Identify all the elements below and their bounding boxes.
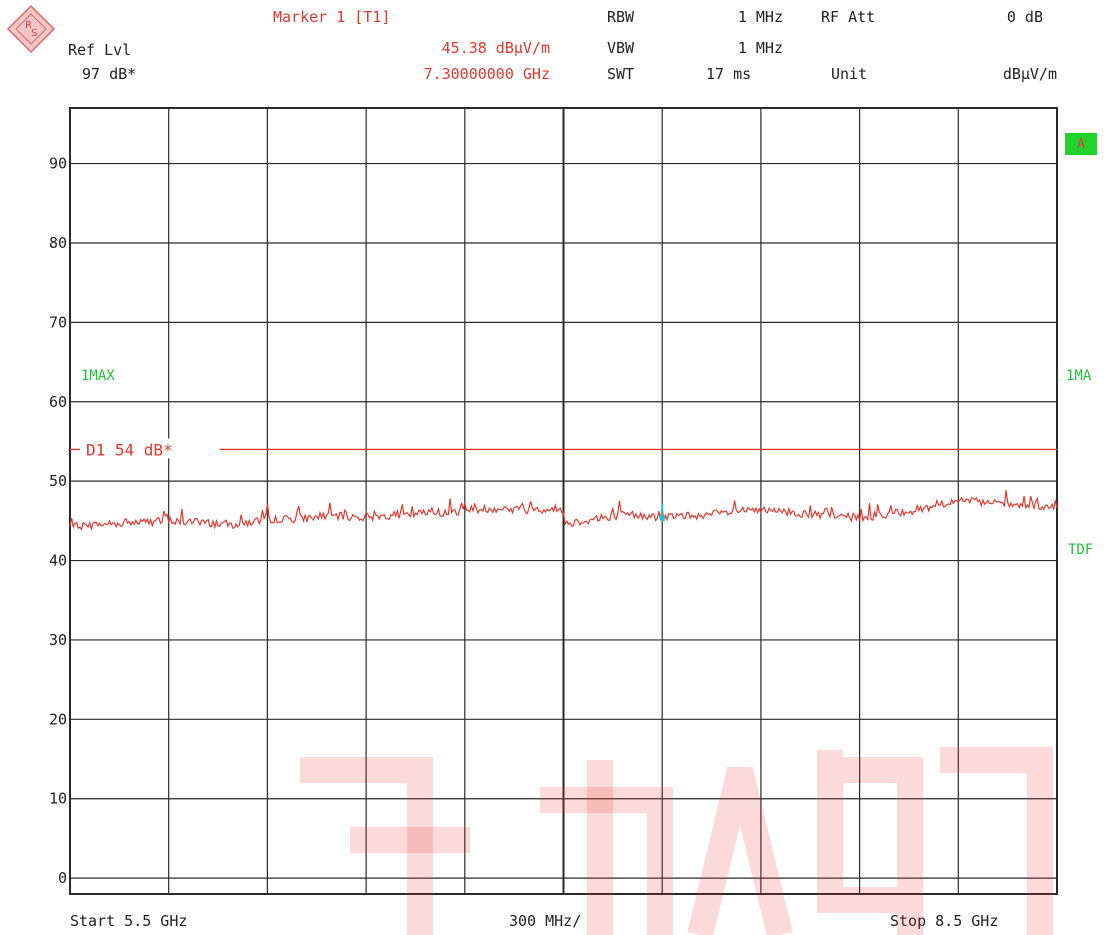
y-tick-label: 0 (58, 869, 67, 887)
y-tick-label: 80 (49, 234, 67, 252)
y-tick-label: 30 (49, 631, 67, 649)
span-per-division: 300 MHz/ (509, 912, 582, 930)
limit-line-group: D1 54 dB* (70, 438, 1057, 459)
y-tick-label: 50 (49, 472, 67, 490)
y-tick-label: 90 (49, 155, 67, 173)
svg-text:R: R (25, 20, 32, 31)
y-tick-labels: 0 10 20 30 40 50 60 70 80 90 (49, 155, 67, 888)
limit-label-background (80, 438, 220, 459)
rf-att-label: RF Att (821, 8, 876, 26)
trace-mode-label-left: 1MAX (81, 368, 115, 384)
y-tick-label: 10 (49, 790, 67, 808)
marker-group (659, 503, 666, 522)
unit-label: Unit (831, 65, 868, 83)
vbw-label: VBW (607, 39, 635, 57)
trace-mode-label-right: 1MA (1066, 368, 1092, 384)
trace-group (69, 490, 1058, 532)
marker-frequency: 7.30000000 GHz (423, 65, 550, 83)
marker-title: Marker 1 [T1] (273, 8, 391, 26)
stop-frequency: Stop 8.5 GHz (890, 912, 999, 930)
svg-text:S: S (31, 28, 37, 39)
trace-a-badge: A (1065, 133, 1097, 155)
y-tick-label: 70 (49, 313, 67, 331)
swt-label: SWT (607, 65, 635, 83)
rbw-value: 1 MHz (737, 8, 783, 26)
swt-value: 17 ms (706, 65, 752, 83)
ref-level-label: Ref Lvl (68, 41, 132, 59)
rohde-schwarz-logo-icon: R S (6, 4, 56, 54)
tdf-label: TDF (1068, 542, 1094, 558)
trace-1-max-hold (69, 490, 1058, 532)
chart-grid (69, 107, 1058, 895)
marker-level: 45.38 dBµV/m (441, 39, 550, 57)
ref-level-value: 97 dB* (82, 65, 137, 83)
start-frequency: Start 5.5 GHz (70, 912, 188, 930)
rf-att-value: 0 dB (1006, 8, 1043, 26)
y-tick-label: 40 (49, 552, 67, 570)
marker-1-point (659, 514, 666, 521)
vbw-value: 1 MHz (737, 39, 783, 57)
y-tick-label: 20 (49, 710, 67, 728)
rbw-label: RBW (607, 8, 635, 26)
unit-value: dBµV/m (1002, 65, 1057, 83)
y-tick-label: 60 (49, 393, 67, 411)
limit-line-label: D1 54 dB* (86, 440, 173, 459)
